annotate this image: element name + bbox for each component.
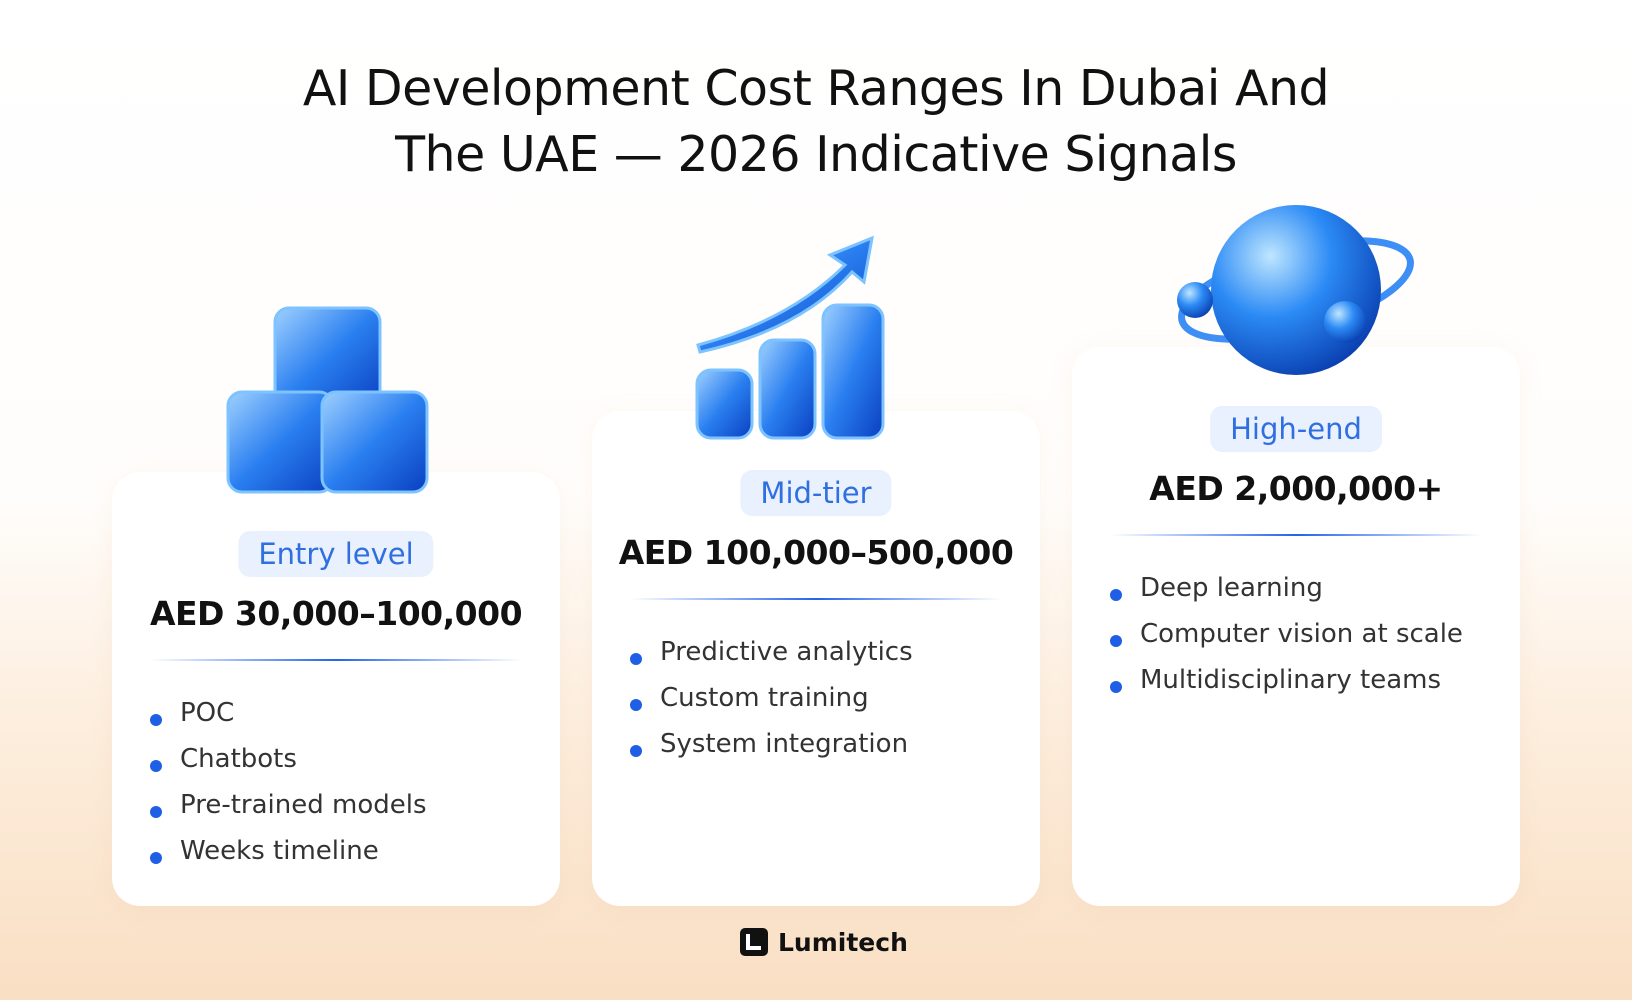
divider (1110, 534, 1482, 536)
price-range: AED 2,000,000+ (1149, 469, 1443, 508)
bullet (150, 714, 162, 726)
feature-item: Predictive analytics (660, 637, 913, 667)
divider (150, 659, 522, 661)
bullet (1110, 589, 1122, 601)
bullet (150, 760, 162, 772)
feature-item: Deep learning (1140, 573, 1323, 603)
feature-item: Chatbots (180, 744, 297, 774)
brand-logo (740, 928, 768, 956)
price-card: Mid-tier AED 100,000–500,000 Predictive an… (592, 411, 1040, 906)
price-card: Entry level AED 30,000–100,000 POC Chatbots… (112, 472, 560, 906)
bullet (630, 745, 642, 757)
divider (630, 598, 1002, 600)
tier-label: Mid-tier (740, 470, 892, 516)
cubes-icon (226, 306, 429, 494)
price-card: High-end AED 2,000,000+ Deep learning Compu… (1072, 347, 1520, 906)
tier-label: Entry level (238, 531, 434, 577)
title-line: The UAE — 2026 Indicative Signals (395, 126, 1237, 183)
bullet (150, 806, 162, 818)
brand-name: Lumitech (778, 927, 908, 957)
bullet (630, 653, 642, 665)
feature-item: POC (180, 698, 235, 728)
price-range: AED 100,000–500,000 (618, 533, 1014, 572)
title-line: AI Development Cost Ranges In Dubai And (302, 60, 1330, 117)
feature-item: Weeks timeline (180, 836, 379, 866)
brand: Lumitech (740, 925, 908, 959)
growth-icon (695, 235, 885, 440)
bullet (1110, 681, 1122, 693)
bullet (1110, 635, 1122, 647)
feature-item: Custom training (660, 683, 869, 713)
bullet (150, 852, 162, 864)
bullet (630, 699, 642, 711)
feature-item: Computer vision at scale (1140, 619, 1463, 649)
feature-item: Pre-trained models (180, 790, 427, 820)
feature-item: Multidisciplinary teams (1140, 665, 1442, 695)
feature-item: System integration (660, 729, 909, 759)
price-range: AED 30,000–100,000 (149, 594, 523, 633)
tier-label: High-end (1210, 406, 1382, 452)
